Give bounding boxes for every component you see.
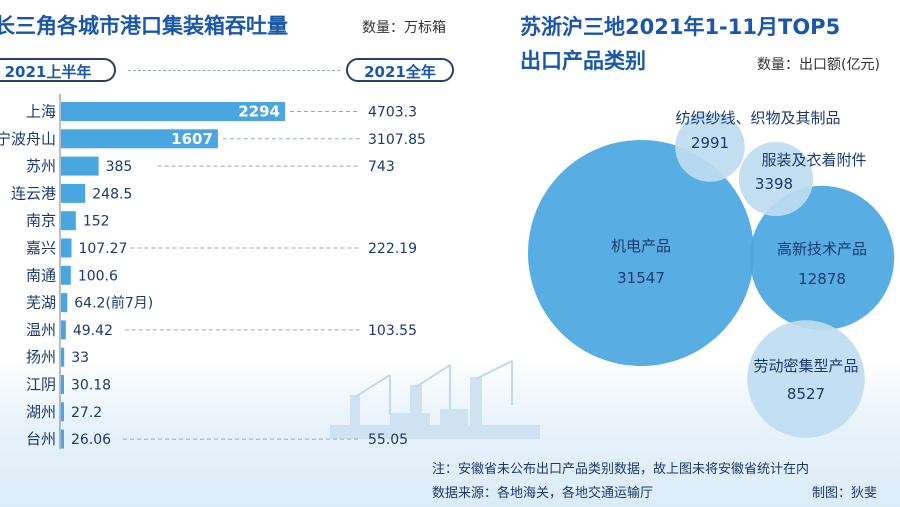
- bubble: [738, 141, 814, 217]
- bar-value-label: 30.18: [71, 378, 111, 394]
- bubble-value-label: 2991: [691, 134, 729, 152]
- left-chart-unit: 数量：万标箱: [362, 20, 446, 36]
- bar-category-label: 嘉兴: [26, 239, 56, 257]
- bar-value-label: 49.42: [73, 323, 113, 339]
- bar-category-label: 上海: [26, 103, 56, 121]
- full-year-value-label: 3107.85: [368, 132, 426, 148]
- bar-2021-h1: [61, 211, 76, 231]
- bar-2021-h1: [61, 265, 71, 285]
- bar-value-label: 33: [71, 350, 89, 366]
- bar-2021-h1: [61, 129, 218, 149]
- bar-value-label: 100.6: [78, 268, 118, 284]
- port-throughput-bar-chart: 上海 2294 4703.3 宁波舟山 1607 3107.85 苏州 385 743 连云港 24…: [0, 94, 426, 449]
- bar-2021-h1: [61, 320, 66, 340]
- bubble-name-label: 机电产品: [611, 237, 671, 255]
- bar-2021-h1: [61, 183, 86, 203]
- left-chart-title: 长三角各城市港口集装箱吞吐量: [0, 14, 288, 38]
- footnote: 注：安徽省未公布出口产品类别数据，故上图未将安徽省统计在内: [432, 462, 810, 477]
- bar-value-label: 27.2: [71, 405, 102, 421]
- bar-category-label: 宁波舟山: [0, 130, 56, 148]
- bubble: [675, 112, 745, 182]
- bar-category-label: 湖州: [26, 403, 56, 421]
- bar-value-label: 26.06: [71, 432, 111, 448]
- bar-value-label: 64.2(前7月): [74, 295, 153, 312]
- bar-2021-h1: [61, 375, 64, 394]
- port-crane-illustration: [330, 360, 540, 439]
- bar-category-label: 温州: [26, 321, 56, 339]
- bubble-name-label: 服装及衣着附件: [761, 151, 866, 169]
- bar-category-label: 扬州: [26, 348, 56, 366]
- bar-value-label: 107.27: [78, 241, 127, 257]
- bar-value-label: 152: [83, 214, 110, 230]
- bubble-name-label: 高新技术产品: [777, 240, 867, 258]
- bar-category-label: 芜湖: [26, 294, 56, 312]
- bubble-value-label: 12878: [798, 270, 846, 288]
- export-category-bubble-chart: 机电产品 31547 高新技术产品 12878 劳动密集型产品 8527 服装及衣着附件 33…: [528, 109, 895, 438]
- bar-2021-h1: [61, 347, 65, 367]
- right-title-line2: 出口产品类别: [520, 49, 646, 73]
- bar-value-label: 248.5: [92, 186, 132, 202]
- bubble-value-label: 3398: [755, 175, 793, 193]
- full-year-value-label: 222.19: [368, 241, 417, 257]
- full-year-value-label: 55.05: [368, 432, 408, 448]
- bubble: [528, 140, 754, 366]
- bubble: [749, 185, 895, 331]
- legend-2021-h1: 2021上半年: [0, 58, 116, 82]
- right-title-line1: 苏浙沪三地2021年1-11月TOP5: [520, 15, 841, 39]
- bar-2021-h1: [61, 156, 99, 176]
- right-chart-title: 苏浙沪三地2021年1-11月TOP5 出口产品类别: [520, 10, 840, 78]
- legend-dash: [128, 70, 340, 71]
- bubble-name-label: 纺织纱线、织物及其制品: [675, 109, 840, 127]
- bar-category-label: 连云港: [11, 184, 56, 202]
- bubble-value-label: 8527: [787, 385, 825, 403]
- bar-value-label: 385: [106, 159, 133, 175]
- bar-category-label: 南通: [26, 266, 56, 284]
- bar-category-label: 苏州: [26, 157, 56, 175]
- full-year-value-label: 103.55: [368, 323, 417, 339]
- full-year-value-label: 4703.3: [368, 105, 417, 121]
- bar-category-label: 南京: [26, 212, 56, 230]
- bar-2021-h1: [61, 293, 68, 313]
- right-chart-unit: 数量：出口额(亿元): [757, 57, 880, 73]
- full-year-value-label: 743: [368, 159, 395, 175]
- bar-2021-h1: [61, 402, 64, 422]
- bar-category-label: 江阴: [26, 376, 56, 394]
- bar-category-label: 台州: [26, 430, 56, 448]
- bar-value-label: 1607: [171, 130, 213, 148]
- bar-2021-h1: [61, 238, 72, 258]
- bubble-name-label: 劳动密集型产品: [753, 357, 858, 375]
- bar-2021-h1: [61, 429, 64, 449]
- chart-maker: 制图：狄斐: [812, 486, 878, 501]
- data-source: 数据来源：各地海关，各地交通运输厅: [432, 486, 654, 501]
- bubble: [747, 320, 865, 438]
- bubble-value-label: 31547: [617, 269, 665, 287]
- legend-2021-full: 2021全年: [346, 58, 454, 82]
- bar-2021-h1: [61, 102, 285, 121]
- bar-value-label: 2294: [238, 103, 280, 121]
